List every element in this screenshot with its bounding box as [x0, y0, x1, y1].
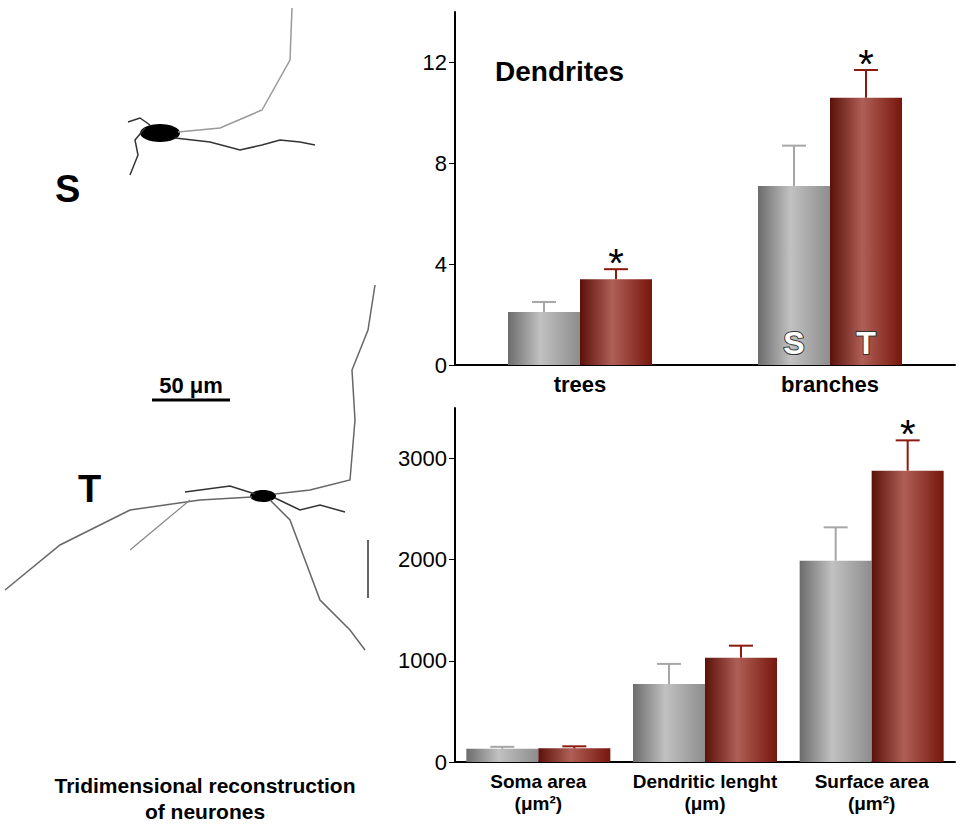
- svg-text:50 μm: 50 μm: [159, 373, 223, 398]
- svg-text:2000: 2000: [398, 547, 447, 572]
- svg-text:Surface area: Surface area: [815, 771, 930, 792]
- svg-text:Tridimensional reconstruction: Tridimensional reconstruction: [54, 774, 355, 797]
- svg-text:of neurones: of neurones: [145, 800, 265, 823]
- svg-text:0: 0: [435, 353, 447, 378]
- svg-text:12: 12: [423, 50, 447, 75]
- svg-text:1000: 1000: [398, 648, 447, 673]
- svg-text:*: *: [608, 241, 624, 285]
- svg-text:0: 0: [435, 750, 447, 775]
- svg-text:S: S: [783, 325, 804, 361]
- svg-text:T: T: [78, 468, 101, 510]
- svg-text:(μm²): (μm²): [515, 793, 563, 814]
- svg-text:8: 8: [435, 151, 447, 176]
- svg-text:Dendritic lenght: Dendritic lenght: [633, 771, 778, 792]
- svg-text:T: T: [856, 325, 876, 361]
- svg-text:(μm²): (μm²): [848, 793, 896, 814]
- svg-text:trees: trees: [554, 372, 607, 397]
- svg-text:Soma area: Soma area: [490, 771, 587, 792]
- svg-text:3000: 3000: [398, 446, 447, 471]
- svg-text:4: 4: [435, 252, 447, 277]
- svg-text:branches: branches: [781, 372, 879, 397]
- svg-text:Dendrites: Dendrites: [495, 56, 624, 87]
- svg-text:*: *: [858, 42, 874, 86]
- svg-text:*: *: [900, 412, 916, 456]
- svg-text:S: S: [55, 168, 80, 210]
- svg-text:(μm): (μm): [684, 793, 725, 814]
